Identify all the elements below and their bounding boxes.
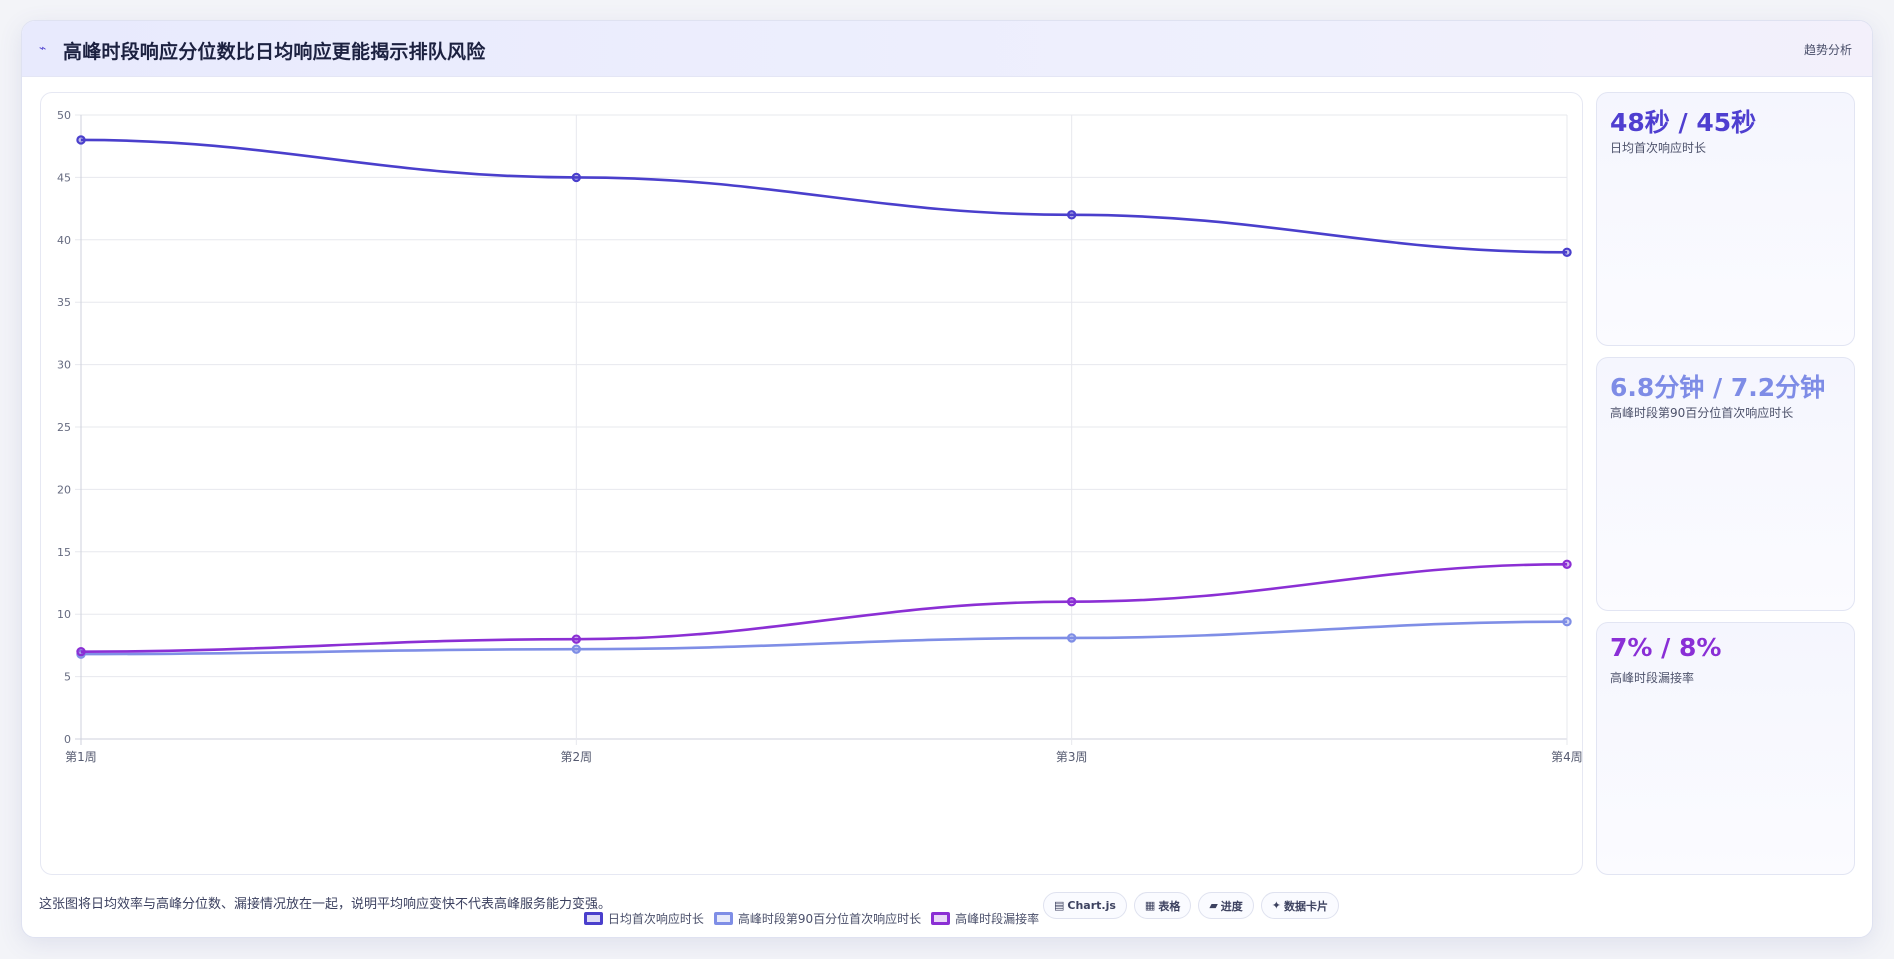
- metric-label: 日均首次响应时长: [1610, 141, 1707, 155]
- chart-caption: 这张图将日均效率与高峰分位数、漏接情况放在一起，说明平均响应变快不代表高峰服务能…: [39, 897, 612, 912]
- data-point: [1066, 633, 1077, 643]
- data-point: [571, 634, 582, 644]
- metric-card-miss-rate: 7% / 8% 高峰时段漏接率: [1596, 622, 1855, 875]
- x-tick-label: 第4周: [1551, 750, 1583, 764]
- data-point: [76, 135, 86, 145]
- metric-label: 高峰时段漏接率: [1610, 671, 1695, 685]
- y-tick-label: 40: [57, 234, 71, 247]
- y-tick-label: 25: [57, 421, 71, 434]
- pill-label: 数据卡片: [1284, 899, 1329, 913]
- legend-swatch: [931, 912, 951, 925]
- metric-value: 6.8分钟 / 7.2分钟: [1610, 373, 1826, 402]
- legend-swatch: [583, 912, 603, 925]
- legend-label: 高峰时段第90百分位首次响应时长: [737, 912, 922, 926]
- data-point: [1562, 616, 1572, 627]
- legend-item[interactable]: 高峰时段漏接率: [931, 910, 1039, 927]
- pill-progress[interactable]: ▰ 进度: [1198, 892, 1254, 919]
- metric-value: 48秒 / 45秒: [1610, 108, 1757, 137]
- data-point: [76, 646, 86, 657]
- chart-legend: 日均首次响应时长 高峰时段第90百分位首次响应时长 高峰时段漏接率: [41, 910, 1582, 927]
- legend-label: 日均首次响应时长: [607, 912, 704, 926]
- chart-card: ⌁ 高峰时段响应分位数比日均响应更能揭示排队风险 趋势分析 0 5 10 15 20 25…: [21, 20, 1873, 938]
- legend-label: 高峰时段漏接率: [955, 912, 1040, 926]
- data-point: [1066, 597, 1077, 607]
- x-tick-label: 第2周: [561, 750, 593, 764]
- card-header: ⌁ 高峰时段响应分位数比日均响应更能揭示排队风险 趋势分析: [22, 21, 1872, 77]
- data-point: [1562, 559, 1572, 569]
- chart-icon: ▤: [1054, 899, 1065, 912]
- y-tick-label: 15: [57, 546, 71, 559]
- y-tick-label: 5: [64, 671, 71, 684]
- trend-line-icon: ⌁: [39, 41, 47, 55]
- y-tick-label: 0: [64, 733, 71, 746]
- y-tick-label: 50: [57, 109, 71, 122]
- data-point: [571, 644, 582, 654]
- pill-data-card[interactable]: ✦ 数据卡片: [1260, 892, 1340, 919]
- pill-label: 表格: [1158, 899, 1181, 913]
- y-tick-label: 30: [57, 359, 71, 372]
- pill-label: 进度: [1220, 899, 1243, 913]
- metric-value: 7% / 8%: [1610, 633, 1722, 662]
- chart-panel: 0 5 10 15 20 25 30 35 40 45 50 第1周 第2周 第3周 第4周 日均首次响应时…: [40, 92, 1583, 926]
- y-tick-label: 10: [57, 608, 71, 621]
- series-line: [80, 562, 1568, 653]
- pill-chartjs[interactable]: ▤ Chart.js: [1043, 892, 1127, 919]
- legend-item[interactable]: 日均首次响应时长: [583, 910, 704, 927]
- metric-card-p90-response: 6.8分钟 / 7.2分钟 高峰时段第90百分位首次响应时长: [1596, 357, 1855, 611]
- data-point: [1066, 210, 1077, 220]
- x-tick-label: 第3周: [1056, 750, 1088, 764]
- progress-icon: ▰: [1209, 899, 1218, 912]
- metric-label: 高峰时段第90百分位首次响应时长: [1610, 406, 1794, 420]
- x-tick-label: 第1周: [65, 750, 97, 764]
- series-line: [80, 138, 1568, 254]
- y-tick-label: 20: [57, 483, 71, 496]
- y-tick-label: 45: [57, 171, 71, 184]
- pill-label: Chart.js: [1067, 899, 1116, 912]
- feature-pills: ▤ Chart.js ▦ 表格 ▰ 进度 ✦ 数据卡片: [1043, 892, 1340, 919]
- data-card-icon: ✦: [1271, 899, 1282, 912]
- table-icon: ▦: [1144, 899, 1156, 912]
- data-point: [1562, 247, 1572, 257]
- pill-table[interactable]: ▦ 表格: [1133, 892, 1192, 919]
- data-point: [571, 172, 582, 183]
- series-line: [80, 620, 1568, 656]
- category-tag: 趋势分析: [1803, 43, 1852, 57]
- page-title: 高峰时段响应分位数比日均响应更能揭示排队风险: [63, 41, 486, 63]
- y-tick-label: 35: [57, 296, 71, 309]
- line-chart: 0 5 10 15 20 25 30 35 40 45 50 第1周 第2周 第3周 第4周: [57, 109, 1583, 764]
- legend-item[interactable]: 高峰时段第90百分位首次响应时长: [713, 910, 922, 927]
- metric-card-avg-response: 48秒 / 45秒 日均首次响应时长: [1596, 92, 1855, 346]
- legend-swatch: [713, 912, 733, 925]
